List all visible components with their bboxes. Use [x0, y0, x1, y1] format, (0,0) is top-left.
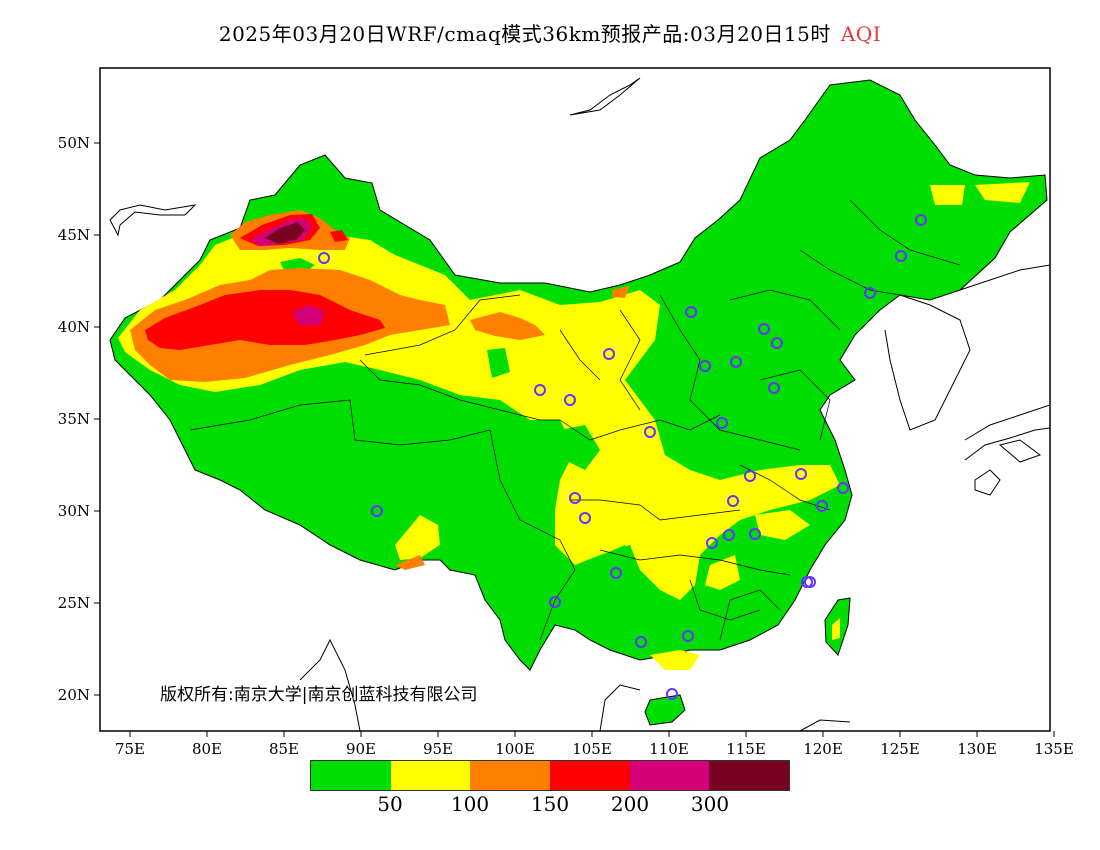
x-tick-label: 135E — [1034, 740, 1074, 758]
city-marker — [744, 470, 756, 482]
x-tick-label: 110E — [649, 740, 689, 758]
x-tick-label: 100E — [495, 740, 535, 758]
y-tick-label: 20N — [58, 686, 90, 704]
y-tick-label: 30N — [58, 502, 90, 520]
aqi-colorbar — [310, 760, 790, 791]
city-marker — [603, 348, 615, 360]
city-marker — [564, 394, 576, 406]
x-tick-label: 115E — [726, 740, 766, 758]
city-marker — [635, 636, 647, 648]
y-tick-label: 45N — [58, 226, 90, 244]
x-tick-label: 130E — [957, 740, 997, 758]
title-main: 2025年03月20日WRF/cmaq模式36km预报产品:03月20日15时 — [218, 22, 831, 46]
city-marker — [685, 306, 697, 318]
city-marker — [682, 630, 694, 642]
city-marker — [699, 360, 711, 372]
city-marker — [534, 384, 546, 396]
colorbar-label-100: 100 — [450, 792, 490, 816]
x-tick-label: 90E — [346, 740, 376, 758]
colorbar-label-200: 200 — [610, 792, 650, 816]
y-tick-label: 25N — [58, 594, 90, 612]
city-marker — [610, 567, 622, 579]
x-tick-label: 75E — [115, 740, 145, 758]
map-frame — [99, 67, 1051, 732]
y-tick-label: 35N — [58, 410, 90, 428]
city-marker — [771, 337, 783, 349]
city-marker — [749, 528, 761, 540]
x-tick-label: 120E — [803, 740, 843, 758]
hainan-land — [644, 694, 686, 726]
city-marker — [371, 505, 383, 517]
city-marker — [549, 596, 561, 608]
city-marker — [579, 512, 591, 524]
colorbar-label-50: 50 — [377, 792, 403, 816]
colorbar-seg-1 — [311, 761, 391, 790]
aqi-red-tarim — [145, 290, 385, 350]
city-marker — [816, 500, 828, 512]
city-marker — [716, 417, 728, 429]
city-marker — [758, 323, 770, 335]
city-marker — [569, 492, 581, 504]
x-tick-label: 85E — [269, 740, 299, 758]
city-marker — [864, 287, 876, 299]
y-tick-label: 50N — [58, 134, 90, 152]
city-marker — [915, 214, 927, 226]
copyright-text: 版权所有:南京大学|南京创蓝科技有限公司 — [160, 685, 478, 705]
city-marker — [730, 356, 742, 368]
colorbar-label-300: 300 — [690, 792, 730, 816]
colorbar-seg-2 — [390, 761, 471, 790]
title-aqi-tag: AQI — [840, 22, 882, 46]
x-tick-label: 125E — [880, 740, 920, 758]
city-marker — [723, 529, 735, 541]
city-marker — [837, 482, 849, 494]
x-tick-label: 105E — [572, 740, 612, 758]
colorbar-seg-6 — [709, 761, 790, 790]
city-marker — [895, 250, 907, 262]
colorbar-seg-5 — [629, 761, 710, 790]
colorbar-seg-3 — [470, 761, 551, 790]
city-marker — [727, 495, 739, 507]
y-tick-label: 40N — [58, 318, 90, 336]
city-marker — [801, 576, 813, 588]
city-marker — [768, 382, 780, 394]
city-marker — [795, 468, 807, 480]
city-marker — [706, 537, 718, 549]
city-marker — [318, 252, 330, 264]
map-title: 2025年03月20日WRF/cmaq模式36km预报产品:03月20日15时 A… — [0, 18, 1100, 47]
x-tick-label: 80E — [192, 740, 222, 758]
colorbar-seg-4 — [550, 761, 630, 790]
colorbar-label-150: 150 — [530, 792, 570, 816]
city-marker — [644, 426, 656, 438]
city-marker — [666, 688, 678, 700]
x-tick-label: 95E — [423, 740, 453, 758]
